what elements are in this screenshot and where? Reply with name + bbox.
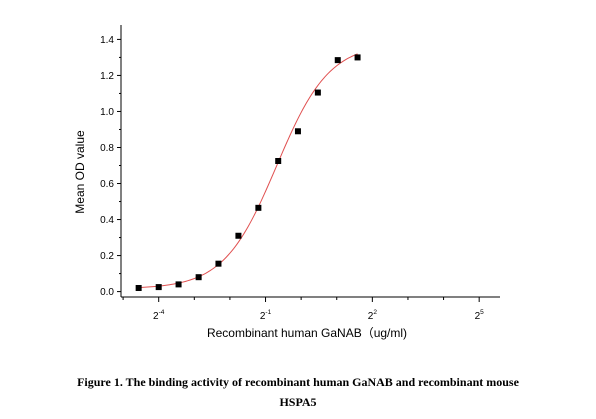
x-tick-label: 25 bbox=[475, 309, 485, 322]
figure-caption: Figure 1. The binding activity of recomb… bbox=[0, 372, 596, 412]
data-point bbox=[175, 281, 182, 288]
fit-curve bbox=[138, 53, 358, 289]
data-points bbox=[135, 54, 361, 291]
y-tick-label: 0.2 bbox=[100, 251, 114, 262]
y-tick-label: 1.0 bbox=[100, 107, 114, 118]
data-point bbox=[275, 158, 282, 164]
x-axis: 2-4 2-1 22 25 bbox=[121, 296, 500, 322]
data-point bbox=[314, 89, 321, 96]
y-tick-label: 1.4 bbox=[100, 35, 114, 46]
x-tick-label: 2-4 bbox=[153, 309, 165, 322]
caption-line-1: Figure 1. The binding activity of recomb… bbox=[77, 375, 519, 389]
data-point bbox=[155, 284, 162, 291]
data-point bbox=[135, 284, 142, 291]
y-tick-label: 1.2 bbox=[100, 71, 114, 82]
y-tick-label: 0.0 bbox=[100, 287, 114, 298]
data-point bbox=[354, 54, 361, 61]
x-axis-title: Recombinant human GaNAB（ug/ml) bbox=[207, 326, 407, 340]
y-axis: 0.0 0.2 0.4 0.6 0.8 1.0 1.2 1.4 bbox=[100, 25, 122, 298]
data-point bbox=[215, 260, 222, 267]
data-point bbox=[195, 274, 202, 281]
y-tick-label: 0.4 bbox=[100, 215, 114, 226]
x-tick-label: 2-1 bbox=[260, 309, 272, 322]
data-point bbox=[255, 204, 262, 211]
x-tick-label: 22 bbox=[368, 309, 378, 322]
data-point bbox=[334, 57, 341, 64]
caption-line-2: HSPA5 bbox=[279, 395, 317, 409]
data-point bbox=[235, 232, 242, 239]
data-point bbox=[294, 128, 301, 135]
binding-activity-chart: 0.0 0.2 0.4 0.6 0.8 1.0 1.2 1.4 2-4 2-1 22 25 Mean… bbox=[73, 25, 500, 340]
y-tick-label: 0.8 bbox=[100, 143, 114, 154]
y-tick-label: 0.6 bbox=[100, 179, 114, 190]
y-axis-title: Mean OD value bbox=[73, 130, 87, 214]
